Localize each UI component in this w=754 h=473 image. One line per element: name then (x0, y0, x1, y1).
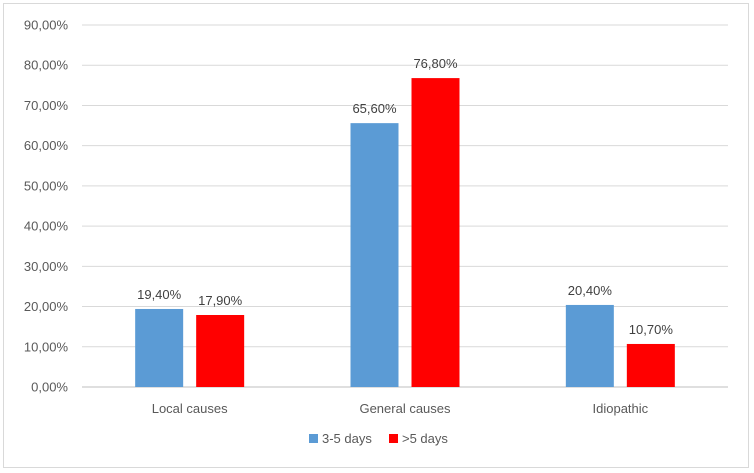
y-tick-label: 0,00% (31, 380, 68, 395)
y-tick-label: 60,00% (24, 138, 69, 153)
x-axis-category-labels: Local causes General causes Idiopathic (152, 401, 649, 416)
y-tick-label: 10,00% (24, 339, 69, 354)
category-label: General causes (359, 401, 451, 416)
legend-label: >5 days (402, 431, 448, 446)
data-label: 10,70% (629, 322, 674, 337)
category-label: Local causes (152, 401, 228, 416)
legend-swatch (309, 434, 318, 443)
bar (350, 123, 399, 388)
data-label: 65,60% (352, 101, 397, 116)
data-label: 76,80% (413, 56, 458, 71)
bar (626, 343, 675, 387)
y-tick-label: 30,00% (24, 259, 69, 274)
y-tick-label: 90,00% (24, 18, 69, 33)
y-tick-label: 20,00% (24, 299, 69, 314)
y-tick-label: 70,00% (24, 98, 69, 113)
category-label: Idiopathic (593, 401, 649, 416)
y-tick-label: 80,00% (24, 58, 69, 73)
data-labels: 19,40% 17,90% 65,60% 76,80% 20,40% 10,70% (137, 56, 673, 337)
y-axis-tick-labels: 0,00% 10,00% 20,00% 30,00% 40,00% 50,00% 60,00… (24, 18, 69, 395)
bar (411, 78, 460, 388)
legend-swatch (389, 434, 398, 443)
data-label: 19,40% (137, 287, 182, 302)
y-tick-label: 40,00% (24, 219, 69, 234)
bar (565, 304, 614, 387)
bar (135, 308, 184, 387)
data-label: 17,90% (198, 293, 243, 308)
legend: 3-5 days >5 days (309, 431, 448, 446)
bar (196, 315, 245, 387)
data-label: 20,40% (568, 283, 613, 298)
gridlines (82, 24, 728, 388)
legend-label: 3-5 days (322, 431, 372, 446)
bars (135, 78, 675, 388)
y-tick-label: 50,00% (24, 178, 69, 193)
